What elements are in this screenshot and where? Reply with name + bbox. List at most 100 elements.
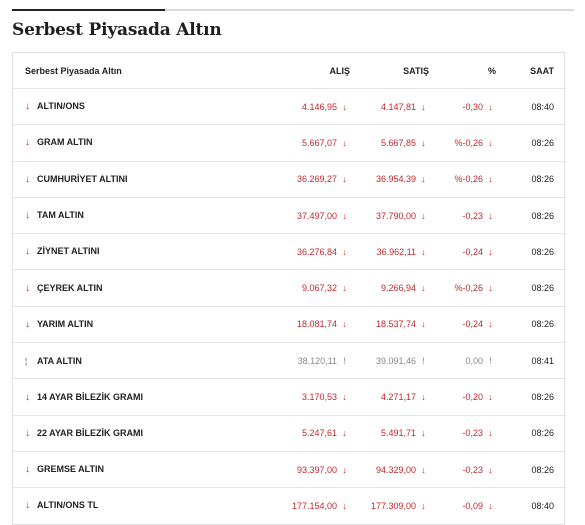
arrow-down-icon: ↓ [342,319,347,330]
arrow-down-icon: ↓ [342,246,347,257]
row-name-cell[interactable]: ↓ TAM ALTIN [13,197,228,235]
arrow-down-icon: ↓ [342,500,347,511]
row-pct: -0,20 [462,392,483,403]
table-row[interactable]: ↓ TAM ALTIN 37.497,00 ↓ 37.790,00 ↓ -0,23 ↓ 08:2… [13,197,566,235]
row-name[interactable]: YARIM ALTIN [37,318,94,329]
row-alis-cell: 3.170,53 ↓ [228,378,350,416]
row-pct-cell: -0,23 ↓ [429,415,496,452]
arrow-down-icon: ↓ [25,210,30,222]
arrow-down-icon: ↓ [342,210,347,221]
arrow-down-icon: ↓ [25,464,30,476]
row-satis: 4.147,81 [380,101,416,112]
row-name-cell[interactable]: ↓ ALTIN/ONS TL [13,488,228,524]
arrow-down-icon: ↓ [25,137,30,149]
arrow-down-icon: ↓ [488,319,493,330]
gold-price-table: Serbest Piyasada Altın ALIŞ SATIŞ % SAAT… [12,52,566,525]
row-alis: 5.247,61 [301,428,337,439]
row-name-cell[interactable]: ↓ GRAM ALTIN [13,124,228,162]
row-name[interactable]: ALTIN/ONS TL [37,500,99,511]
row-name-cell[interactable]: ↓ 14 AYAR BİLEZİK GRAMI [13,378,228,416]
arrow-down-icon: ↓ [488,392,493,403]
section-title: Serbest Piyasada Altın [12,20,222,40]
row-alis: 18.081,74 [296,319,337,330]
table-row[interactable]: ↓ GREMSE ALTIN 93.397,00 ↓ 94.329,00 ↓ -0,23 ↓ 0… [13,451,566,489]
arrow-down-icon: ↓ [25,391,30,403]
row-satis-cell: 4.147,81 ↓ [350,88,429,126]
unchanged-icon: ! [489,355,492,366]
table-row[interactable]: ↓ 14 AYAR BİLEZİK GRAMI 3.170,53 ↓ 4.271,17 ↓… [13,378,566,416]
row-satis-cell: 177.309,00 ↓ [350,488,429,524]
section-top-accent [12,9,165,11]
arrow-down-icon: ↓ [488,283,493,294]
table-row[interactable]: ↓ 22 AYAR BİLEZİK GRAMI 5.247,61 ↓ 5.491,71 ↓… [13,415,566,452]
row-name[interactable]: GREMSE ALTIN [37,464,104,475]
row-name[interactable]: ÇEYREK ALTIN [37,282,103,293]
table-header-row: Serbest Piyasada Altın ALIŞ SATIŞ % SAAT [13,53,566,89]
row-name-cell[interactable]: ↓ YARIM ALTIN [13,306,228,344]
row-saat: 08:40 [496,88,566,126]
row-name[interactable]: 22 AYAR BİLEZİK GRAMI [37,427,144,438]
arrow-down-icon: ↓ [488,210,493,221]
row-saat: 08:26 [496,306,566,344]
arrow-down-icon: ↓ [421,210,426,221]
table-row[interactable]: ¦ ATA ALTIN 38.120,11! 39.091,46! 0,00! 08:41 [13,342,566,380]
row-name[interactable]: ALTIN/ONS [37,101,85,112]
row-saat: 08:41 [496,342,566,380]
arrow-down-icon: ↓ [421,464,426,475]
row-name-cell[interactable]: ¦ ATA ALTIN [13,342,228,380]
table-row[interactable]: ↓ YARIM ALTIN 18.081,74 ↓ 18.537,74 ↓ -0,24 ↓ 08… [13,306,566,344]
arrow-down-icon: ↓ [25,318,30,330]
row-name[interactable]: GRAM ALTIN [37,137,93,148]
row-name-cell[interactable]: ↓ 22 AYAR BİLEZİK GRAMI [13,415,228,452]
table-row[interactable]: ↓ ZİYNET ALTINI 36.276,84 ↓ 36.962,11 ↓ -0,24 ↓… [13,233,566,271]
row-alis-cell: 177.154,00 ↓ [228,488,350,524]
table-row[interactable]: ↓ ÇEYREK ALTIN 9.067,32 ↓ 9.266,94 ↓ %-0,26 ↓ 08… [13,269,566,307]
row-name[interactable]: TAM ALTIN [37,210,84,221]
arrow-down-icon: ↓ [488,246,493,257]
table-row[interactable]: ↓ ALTIN/ONS TL 177.154,00 ↓ 177.309,00 ↓ -0,09… [13,488,566,524]
row-satis-cell: 37.790,00 ↓ [350,197,429,235]
row-pct: -0,24 [462,319,483,330]
row-satis: 39.091,46 [375,355,416,366]
row-name-cell[interactable]: ↓ ALTIN/ONS [13,88,228,126]
row-name[interactable]: CUMHURİYET ALTINI [37,173,128,184]
row-pct: -0,30 [462,101,483,112]
row-saat: 08:26 [496,415,566,452]
header-pct: % [429,53,496,89]
arrow-down-icon: ↓ [421,392,426,403]
arrow-down-icon: ↓ [488,137,493,148]
row-pct-cell: -0,24 ↓ [429,306,496,344]
arrow-down-icon: ↓ [342,101,347,112]
arrow-down-icon: ↓ [25,173,30,185]
row-name-cell[interactable]: ↓ ÇEYREK ALTIN [13,269,228,307]
row-pct: -0,09 [462,500,483,511]
arrow-down-icon: ↓ [25,282,30,294]
row-alis-cell: 18.081,74 ↓ [228,306,350,344]
unchanged-icon: ¦ [25,356,28,366]
row-name-cell[interactable]: ↓ ZİYNET ALTINI [13,233,228,271]
row-saat: 08:26 [496,197,566,235]
row-satis: 18.537,74 [375,319,416,330]
arrow-down-icon: ↓ [342,174,347,185]
row-saat: 08:26 [496,233,566,271]
row-alis: 4.146,95 [301,101,337,112]
row-pct: -0,23 [462,464,483,475]
row-name[interactable]: ATA ALTIN [37,355,82,366]
row-alis-cell: 37.497,00 ↓ [228,197,350,235]
arrow-down-icon: ↓ [421,319,426,330]
row-alis-cell: 4.146,95 ↓ [228,88,350,126]
table-row[interactable]: ↓ CUMHURİYET ALTINI 36.269,27 ↓ 36.954,39 ↓ %-… [13,161,566,198]
row-name[interactable]: 14 AYAR BİLEZİK GRAMI [37,391,144,402]
row-name-cell[interactable]: ↓ CUMHURİYET ALTINI [13,161,228,198]
row-name-cell[interactable]: ↓ GREMSE ALTIN [13,451,228,489]
row-alis: 177.154,00 [291,500,337,511]
row-pct-cell: %-0,26 ↓ [429,269,496,307]
arrow-down-icon: ↓ [421,428,426,439]
table-row[interactable]: ↓ GRAM ALTIN 5.667,07 ↓ 5.667,85 ↓ %-0,26 ↓ 08:2… [13,124,566,162]
row-saat: 08:40 [531,500,554,511]
row-alis-cell: 36.276,84 ↓ [228,233,350,271]
row-alis-cell: 5.247,61 ↓ [228,415,350,452]
row-name[interactable]: ZİYNET ALTINI [37,246,100,257]
table-row[interactable]: ↓ ALTIN/ONS 4.146,95 ↓ 4.147,81 ↓ -0,30 ↓ 08:40 [13,88,566,126]
row-satis-cell: 36.954,39 ↓ [350,161,429,198]
